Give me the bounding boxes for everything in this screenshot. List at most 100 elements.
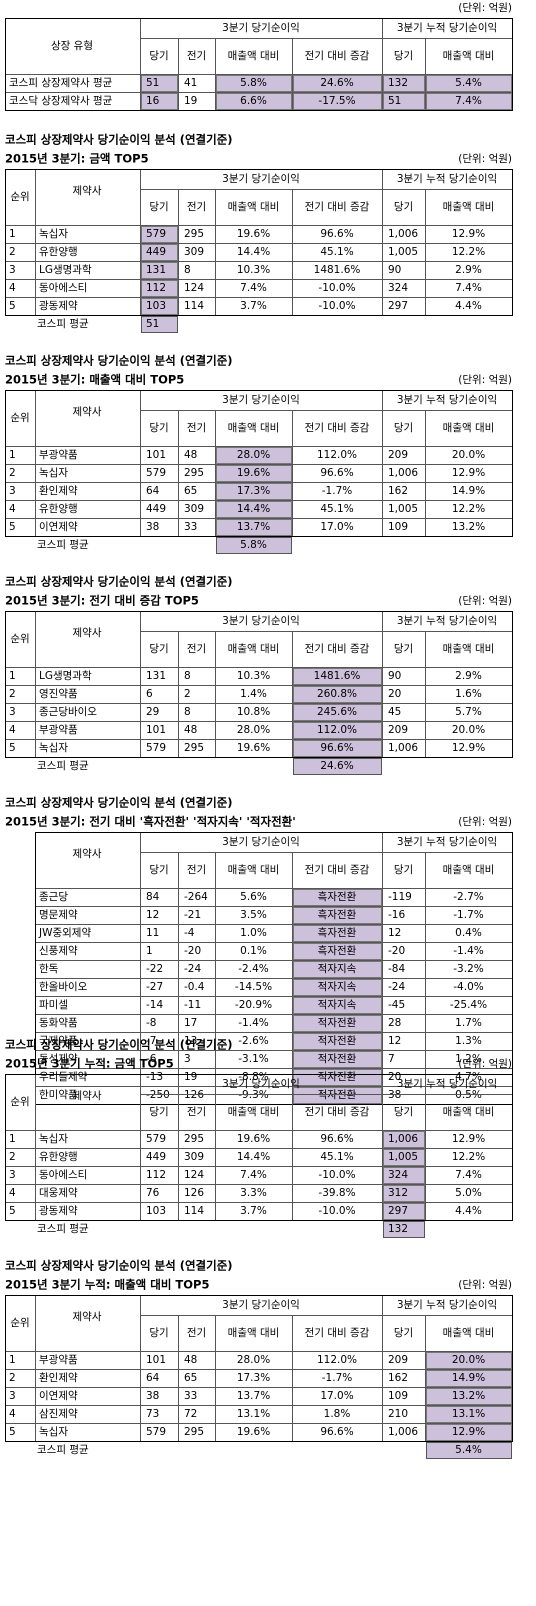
cell-text: 3.7% — [240, 300, 267, 312]
section-subtitle: 2015년 3분기 누적: 금액 TOP5 — [5, 1057, 174, 1071]
cell-text: 코스피 상장제약사 평균 — [9, 77, 113, 89]
cell-text: 1 — [9, 228, 16, 240]
cell-text: 48 — [184, 1354, 197, 1366]
cell-text: 3 — [9, 1169, 16, 1181]
cell-text: 1.6% — [455, 688, 482, 700]
header-text: 당기 — [149, 50, 168, 62]
unit: (단위: 억원) — [458, 1278, 512, 1291]
cell-text: 부광약품 — [39, 1354, 78, 1366]
cell — [383, 93, 425, 110]
cell — [293, 740, 382, 757]
cell-text: 4 — [9, 724, 16, 736]
cell-text: 5.0% — [455, 1187, 482, 1199]
cell-text: 112.0% — [317, 1354, 357, 1366]
cell-text: 579 — [146, 742, 166, 754]
header-text: 당기 — [149, 1106, 168, 1118]
header-text: 당기 — [149, 201, 168, 213]
cell-text: 적자지속 — [318, 981, 357, 993]
cell — [383, 1185, 425, 1202]
header-text: 매출액 대비 — [228, 201, 280, 213]
cell-text: 0.4% — [455, 927, 482, 939]
header-text: 3분기 누적 당기순이익 — [397, 836, 497, 848]
cell-text: 14.4% — [237, 503, 270, 515]
header-text: 매출액 대비 — [228, 422, 280, 434]
cell-text: 1,006 — [388, 742, 418, 754]
header-text: 제약사 — [73, 1090, 102, 1102]
cell-text: 33 — [184, 1390, 197, 1402]
cell-text: 297 — [388, 300, 408, 312]
cell-text: 14.4% — [237, 1151, 270, 1163]
header-text: 매출액 대비 — [443, 1327, 495, 1339]
cell-text: 코스닥 상장제약사 평균 — [9, 95, 113, 107]
cell-text: 17 — [184, 1017, 197, 1029]
header-text: 전기 — [187, 1327, 206, 1339]
cell-text: 45.1% — [320, 1151, 353, 1163]
cell — [426, 1424, 512, 1441]
cell-text: 2.9% — [455, 264, 482, 276]
header-text: 매출액 대비 — [228, 1106, 280, 1118]
cell-text: 13.7% — [237, 521, 270, 533]
cell-text: -1.7% — [322, 485, 352, 497]
cell-text: -24 — [388, 981, 405, 993]
cell-text: 96.6% — [320, 1133, 353, 1145]
cell-text: 1.8% — [324, 1408, 351, 1420]
section-title: 코스피 상장제약사 당기순이익 분석 (연결기준) — [5, 575, 233, 589]
cell-text: 흑자전환 — [318, 926, 357, 939]
cell-text: 5.8% — [240, 77, 267, 89]
cell-text: 297 — [388, 1205, 408, 1217]
header-text: 제약사 — [73, 185, 102, 197]
cell — [141, 316, 178, 333]
cell-text: 12.2% — [452, 246, 485, 258]
cell — [426, 93, 512, 110]
cell-text: 132 — [388, 77, 408, 89]
cell-text: 1.4% — [240, 688, 267, 700]
header-text: 당기 — [394, 1106, 413, 1118]
cell-text: 19.6% — [237, 467, 270, 479]
cell-text: 광동제약 — [39, 300, 78, 312]
cell — [293, 704, 382, 721]
cell-text: 109 — [388, 1390, 408, 1402]
cell-text: 1,006 — [388, 1133, 418, 1145]
cell-text: 309 — [184, 246, 204, 258]
cell-text: 5 — [9, 300, 16, 312]
cell-text: 14.4% — [237, 246, 270, 258]
cell-text: 96.6% — [320, 1426, 353, 1438]
header-text: 3분기 누적 당기순이익 — [397, 22, 497, 34]
cell-text: -39.8% — [318, 1187, 355, 1199]
cell — [141, 244, 178, 261]
cell-text: 4 — [9, 503, 16, 515]
cell-text: 4 — [9, 282, 16, 294]
cell-text: 209 — [388, 449, 408, 461]
cell-text: 28.0% — [237, 724, 270, 736]
cell-text: LG생명과학 — [39, 670, 92, 682]
cell-text: 8 — [184, 706, 191, 718]
cell-text: 13.1% — [237, 1408, 270, 1420]
cell-text: 환인제약 — [39, 485, 78, 497]
cell — [293, 907, 382, 924]
unit: (단위: 억원) — [458, 815, 512, 828]
cell — [293, 668, 382, 685]
header-text: 전기 — [187, 50, 206, 62]
cell — [293, 889, 382, 906]
cell-text: 19 — [184, 95, 197, 107]
cell-text: -2.7% — [453, 891, 483, 903]
cell — [293, 722, 382, 739]
cell-text: 적자전환 — [318, 1017, 357, 1029]
cell-text: 1481.6% — [314, 670, 361, 682]
cell-text: 국제약품 — [39, 1035, 78, 1047]
header-text: 매출액 대비 — [443, 422, 495, 434]
header-text: 전기 — [187, 1106, 206, 1118]
section-subtitle: 2015년 3분기: 전기 대비 증감 TOP5 — [5, 594, 199, 608]
cell-text: 103 — [146, 300, 166, 312]
cell-text: 76 — [146, 1187, 160, 1199]
cell — [293, 1069, 382, 1086]
cell — [293, 925, 382, 942]
unit: (단위: 억원) — [458, 1057, 512, 1070]
cell-text: 6 — [146, 688, 153, 700]
header-text: 제약사 — [73, 406, 102, 418]
cell-text: 녹십자 — [39, 1133, 68, 1145]
cell-text: 51 — [388, 95, 401, 107]
cell-text: 14.9% — [452, 1372, 485, 1384]
header-text: 전기 대비 증감 — [305, 50, 370, 62]
cell-text: 1 — [9, 449, 16, 461]
